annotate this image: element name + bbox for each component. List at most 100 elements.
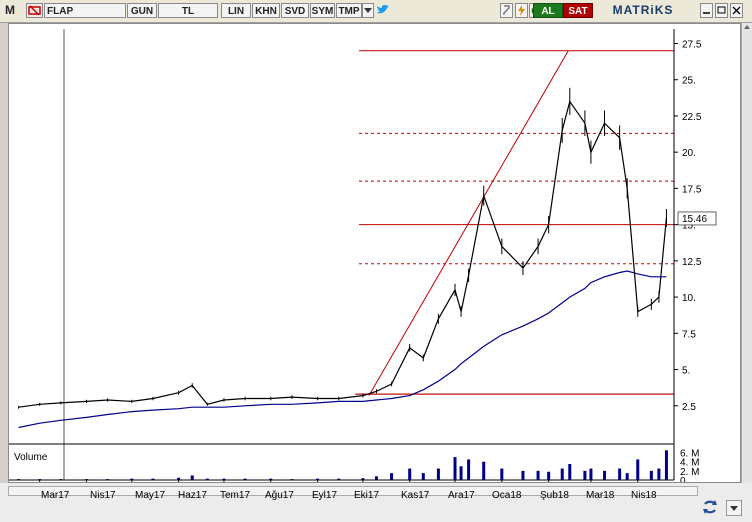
moving-average-line	[18, 270, 667, 429]
bottom-bar	[0, 483, 752, 522]
y-tick-label: 5.	[682, 366, 690, 377]
svd-button[interactable]: SVD	[281, 3, 309, 18]
sym-button[interactable]: SYM	[310, 3, 335, 18]
close-icon[interactable]	[730, 3, 743, 18]
symbol-field[interactable]: FLAP	[44, 3, 126, 18]
volume-bar	[568, 464, 572, 480]
matriks-m-button[interactable]: M	[5, 3, 15, 17]
y-tick-label: 22.5	[682, 112, 702, 123]
volume-bar	[408, 468, 412, 480]
lightning-icon[interactable]	[515, 3, 528, 18]
maximize-icon[interactable]	[715, 3, 728, 18]
x-tick-label: Şub18	[540, 490, 569, 501]
sell-button[interactable]: SAT	[563, 3, 593, 18]
volume-tick-label: 4. M	[680, 458, 699, 469]
x-tick-label: Eyl17	[312, 490, 338, 501]
volume-bar	[269, 478, 273, 480]
volume-bar	[459, 466, 463, 480]
volume-bar	[316, 478, 320, 480]
price-chart[interactable]: 2.5 5. 7.5 10. 12.5 15. 17.5 20. 22.5 25. 27.5 6. …	[9, 24, 740, 482]
volume-bar	[436, 468, 440, 480]
settings-icon[interactable]	[500, 3, 513, 18]
vertical-scrollbar[interactable]	[741, 23, 752, 483]
currency-button[interactable]: TL	[158, 3, 218, 18]
x-tick-label: Nis17	[90, 490, 116, 501]
x-axis-labels: Mar17 Nis17 May17 Haz17 Tem17 Ağu17 Eyl1…	[8, 490, 698, 504]
y-tick-label: 7.5	[682, 329, 696, 340]
scale-button[interactable]: LIN	[221, 3, 251, 18]
x-tick-label: Haz17	[178, 490, 207, 501]
volume-bar	[421, 473, 425, 480]
y-tick-label: 27.5	[682, 39, 702, 50]
brand-logo: MATRiKS	[612, 3, 674, 17]
minimize-icon[interactable]	[700, 3, 713, 18]
menu-icon[interactable]	[26, 3, 43, 18]
y-tick-label: 10.	[682, 293, 696, 304]
volume-bar	[618, 468, 622, 480]
volume-bar	[625, 473, 629, 480]
volume-bar	[547, 471, 551, 480]
price-series-line	[18, 100, 667, 408]
tmp-button[interactable]: TMP	[336, 3, 362, 18]
scroll-down-icon[interactable]	[726, 500, 742, 516]
trend-line	[368, 50, 569, 396]
volume-bar	[177, 477, 181, 480]
volume-bar	[521, 470, 525, 480]
y-tick-label: 2.5	[682, 402, 696, 413]
volume-bar	[664, 450, 668, 480]
volume-bar	[589, 468, 593, 480]
volume-bar	[205, 478, 209, 480]
volume-bar	[482, 461, 486, 480]
x-tick-label: Nis18	[631, 490, 657, 501]
x-tick-label: Tem17	[220, 490, 251, 501]
volume-bar	[636, 459, 640, 480]
buy-button[interactable]: AL	[533, 3, 563, 18]
last-price-box	[677, 211, 717, 226]
x-tick-label: Mar17	[41, 490, 70, 501]
volume-bar	[390, 473, 394, 480]
last-price-label: 15.46	[682, 214, 707, 225]
x-tick-label: Kas17	[401, 490, 430, 501]
twitter-icon[interactable]	[376, 3, 390, 18]
horizontal-scrollbar[interactable]	[8, 486, 698, 496]
dropdown-arrow-icon[interactable]	[362, 3, 374, 18]
scroll-up-icon[interactable]	[744, 25, 750, 29]
x-tick-label: May17	[135, 490, 166, 501]
x-tick-label: Oca18	[492, 490, 522, 501]
volume-bar	[657, 468, 661, 480]
volume-bar	[560, 468, 564, 480]
y-tick-label: 25.	[682, 76, 696, 87]
x-tick-label: Eki17	[354, 490, 380, 501]
volume-bar	[467, 459, 471, 480]
volume-bar	[536, 470, 540, 480]
volume-tick-label: 2. M	[680, 467, 699, 478]
volume-bar	[374, 476, 378, 480]
volume-bar	[130, 478, 134, 480]
volume-bar	[337, 478, 341, 480]
volume-bar	[500, 468, 504, 480]
volume-bar	[649, 470, 653, 480]
period-button[interactable]: GUN	[127, 3, 157, 18]
volume-bar	[190, 475, 194, 480]
volume-bar	[222, 478, 226, 480]
toolbar: M FLAP GUN TL LIN KHN SVD SYM TMP AL SAT…	[0, 0, 752, 23]
x-tick-label: Ağu17	[265, 490, 294, 501]
sync-icon[interactable]	[700, 498, 720, 516]
volume-bar	[243, 478, 247, 480]
volume-label: Volume	[14, 452, 48, 463]
chart-area[interactable]: 2.5 5. 7.5 10. 12.5 15. 17.5 20. 22.5 25. 27.5 6. …	[8, 23, 741, 483]
volume-tick-label: 6. M	[680, 449, 699, 460]
volume-bar	[453, 457, 457, 480]
y-tick-label: 12.5	[682, 257, 702, 268]
volume-bar	[151, 478, 155, 480]
volume-bar	[583, 470, 587, 480]
khn-button[interactable]: KHN	[252, 3, 280, 18]
volume-bar	[361, 478, 365, 480]
y-tick-label: 15.	[682, 221, 696, 232]
x-tick-label: Ara17	[448, 490, 475, 501]
y-tick-label: 20.	[682, 148, 696, 159]
x-tick-label: Mar18	[586, 490, 615, 501]
volume-tick-label: 0	[680, 476, 686, 482]
y-tick-label: 17.5	[682, 184, 702, 195]
volume-bar	[603, 470, 607, 480]
